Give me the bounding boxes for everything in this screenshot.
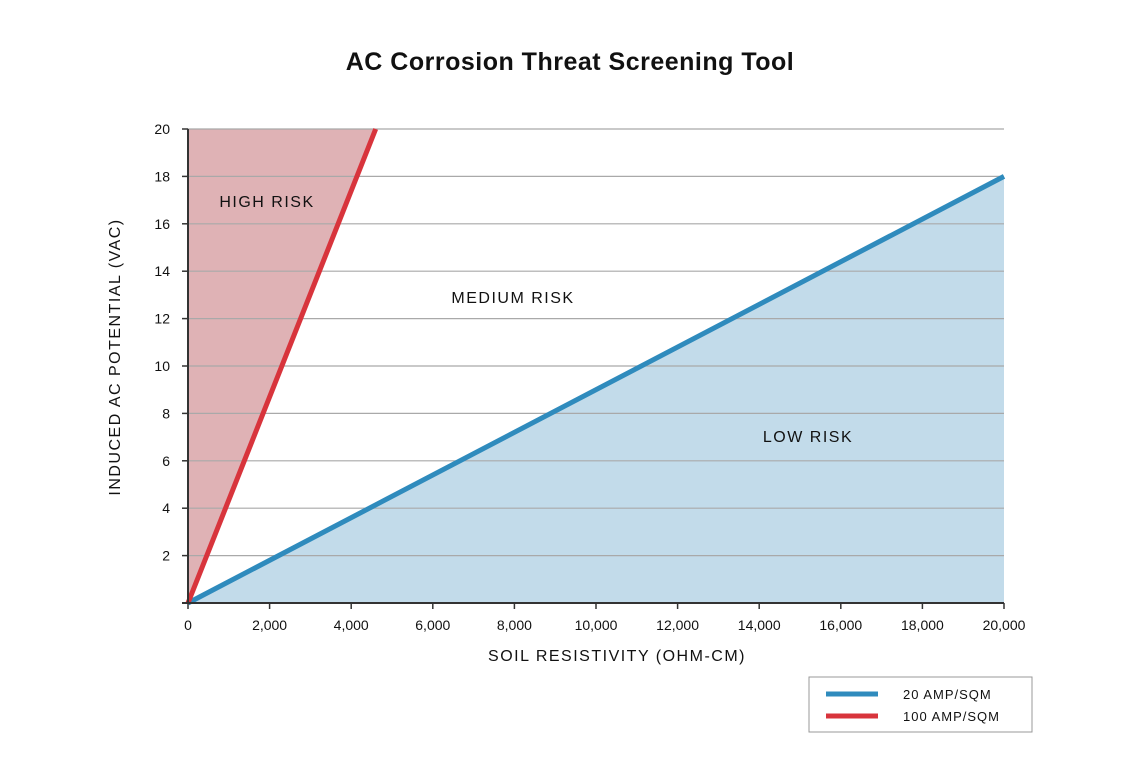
legend-box <box>808 676 1033 733</box>
high-risk-label: HIGH RISK <box>219 194 314 211</box>
x-tick-label: 14,000 <box>738 617 781 633</box>
x-tick-label: 6,000 <box>415 617 450 633</box>
y-axis-label: INDUCED AC POTENTIAL (VAC) <box>107 218 124 495</box>
x-tick-label: 4,000 <box>334 617 369 633</box>
series-line-100-amp <box>185 128 379 604</box>
y-tick-label: 14 <box>154 263 170 279</box>
legend-label-100-amp: 100 AMP/SQM <box>903 709 1000 724</box>
y-tick-label: 8 <box>162 405 170 421</box>
y-tick-label: 16 <box>154 216 170 232</box>
y-tick-label: 4 <box>162 500 170 516</box>
chart-title: AC Corrosion Threat Screening Tool <box>346 48 795 76</box>
medium-risk-label: MEDIUM RISK <box>451 290 574 307</box>
y-tick-label: 6 <box>162 453 170 469</box>
gridlines <box>188 128 1004 557</box>
y-tick-label: 20 <box>154 121 170 137</box>
y-tick-label: 2 <box>162 548 170 564</box>
low-risk-label: LOW RISK <box>763 429 853 446</box>
x-tick-label: 10,000 <box>575 617 618 633</box>
x-tick-label: 8,000 <box>497 617 532 633</box>
y-tick-label: 18 <box>154 168 170 184</box>
x-tick-label: 2,000 <box>252 617 287 633</box>
y-tick-label: 12 <box>154 311 170 327</box>
x-tick-label: 0 <box>184 617 192 633</box>
legend: 20 AMP/SQM 100 AMP/SQM <box>808 676 1033 733</box>
x-tick-label: 20,000 <box>983 617 1026 633</box>
series-line-20-amp <box>186 174 1006 606</box>
x-tick-label: 16,000 <box>819 617 862 633</box>
x-axis-label: SOIL RESISTIVITY (OHM-CM) <box>488 648 746 665</box>
x-tick-label: 12,000 <box>656 617 699 633</box>
y-axis-ticks: 2 4 6 8 10 12 14 16 18 20 <box>154 121 188 564</box>
y-tick-label: 10 <box>154 358 170 374</box>
x-tick-label: 18,000 <box>901 617 944 633</box>
series-lines <box>185 128 1006 606</box>
legend-label-20-amp: 20 AMP/SQM <box>903 687 992 702</box>
x-axis-ticks: 0 2,000 4,000 6,000 8,000 10,000 12,000 14,000 1… <box>184 603 1026 633</box>
